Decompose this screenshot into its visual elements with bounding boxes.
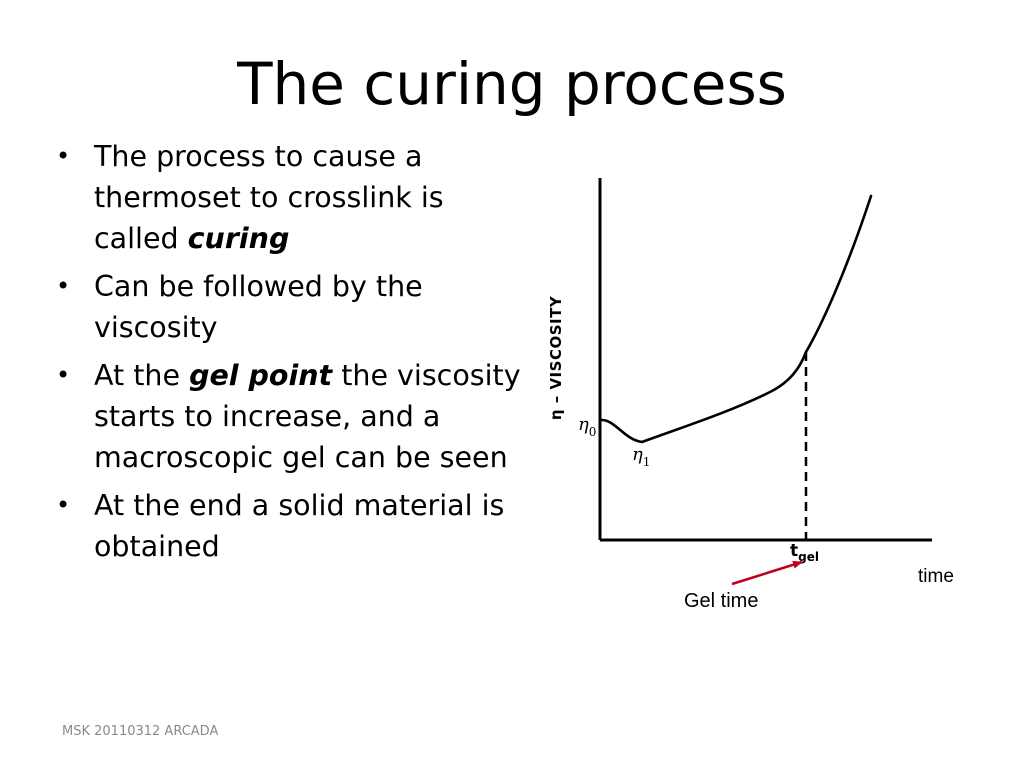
bullet-text-tail: the viscosity starts to increase, and a … [94, 359, 521, 474]
bullet-text: At the [94, 359, 190, 392]
bullet-list: • The process to cause a thermoset to cr… [56, 136, 526, 574]
bullet-item: • The process to cause a thermoset to cr… [56, 136, 526, 259]
bullet-dot-icon: • [56, 361, 71, 389]
x-axis-label: time [918, 566, 954, 587]
bullet-item: • At the gel point the viscosity starts … [56, 355, 526, 478]
slide-footer: MSK 20110312 ARCADA [62, 724, 219, 739]
gel-time-label: Gel time [684, 590, 758, 612]
eta1-label: η1 [632, 444, 650, 469]
tgel-label: tgel [790, 541, 819, 564]
bullet-item: • At the end a solid material is obtaine… [56, 485, 526, 567]
eta0-label: η0 [578, 414, 596, 439]
bullet-text: Can be followed by the viscosity [94, 270, 423, 344]
bullet-item: • Can be followed by the viscosity [56, 266, 526, 348]
bullet-emphasis: gel point [189, 359, 333, 392]
bullet-dot-icon: • [56, 491, 71, 519]
viscosity-curve [600, 194, 873, 444]
bullet-emphasis: curing [187, 222, 290, 255]
slide-title: The curing process [237, 50, 787, 118]
gel-time-arrow [731, 560, 803, 586]
bullet-text: The process to cause a thermoset to cros… [94, 140, 444, 255]
bullet-dot-icon: • [56, 142, 71, 170]
y-axis-label: η – VISCOSITY [547, 295, 565, 420]
bullet-dot-icon: • [56, 272, 71, 300]
bullet-text: At the end a solid material is obtained [94, 489, 505, 563]
